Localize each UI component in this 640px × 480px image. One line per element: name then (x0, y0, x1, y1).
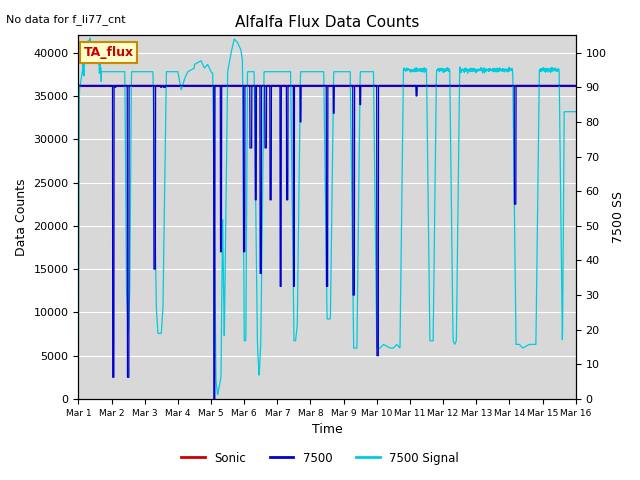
Text: TA_flux: TA_flux (83, 46, 134, 59)
Text: No data for f_li77_cnt: No data for f_li77_cnt (6, 14, 126, 25)
Title: Alfalfa Flux Data Counts: Alfalfa Flux Data Counts (235, 15, 419, 30)
Legend: Sonic, 7500, 7500 Signal: Sonic, 7500, 7500 Signal (177, 447, 463, 469)
Y-axis label: Data Counts: Data Counts (15, 179, 28, 256)
X-axis label: Time: Time (312, 423, 342, 436)
Y-axis label: 7500 SS: 7500 SS (612, 191, 625, 243)
